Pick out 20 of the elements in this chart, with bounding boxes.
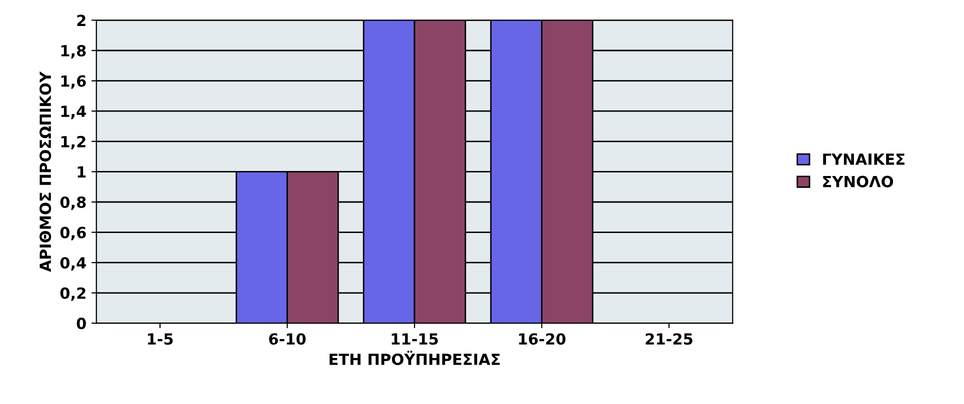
x-tick-label: 16-20 (519, 333, 566, 345)
y-tick-label: 0,6 (60, 226, 86, 240)
x-axis-title: ΕΤΗ ΠΡΟΫΠΗΡΕΣΙΑΣ (330, 350, 500, 366)
y-tick-label: 0,8 (60, 196, 86, 210)
y-tick-label: 1 (78, 166, 86, 178)
x-tick-label: 1-5 (148, 333, 173, 345)
x-tick-label: 21-25 (646, 333, 692, 345)
y-tick-label: 0,2 (60, 287, 86, 301)
y-tick-label: 0 (76, 318, 86, 330)
y-tick-label: 2 (77, 14, 86, 26)
y-tick-label: 0,4 (60, 257, 86, 271)
legend-label: ΓΥΝΑΙΚΕΣ (823, 154, 904, 165)
x-tick-label: 11-15 (392, 333, 438, 345)
y-tick-label: 1,8 (61, 44, 86, 58)
y-axis-title: ΑΡΙΘΜΟΣ ΠΡΟΣΩΠΙΚΟΥ (40, 71, 52, 272)
y-tick-label: 1,4 (61, 106, 86, 120)
y-tick-label: 1,2 (61, 136, 86, 150)
x-tick-label: 6-10 (269, 333, 306, 345)
legend-label: ΣΥΝΟΛΟ (823, 176, 894, 188)
y-tick-label: 1,6 (61, 75, 86, 89)
